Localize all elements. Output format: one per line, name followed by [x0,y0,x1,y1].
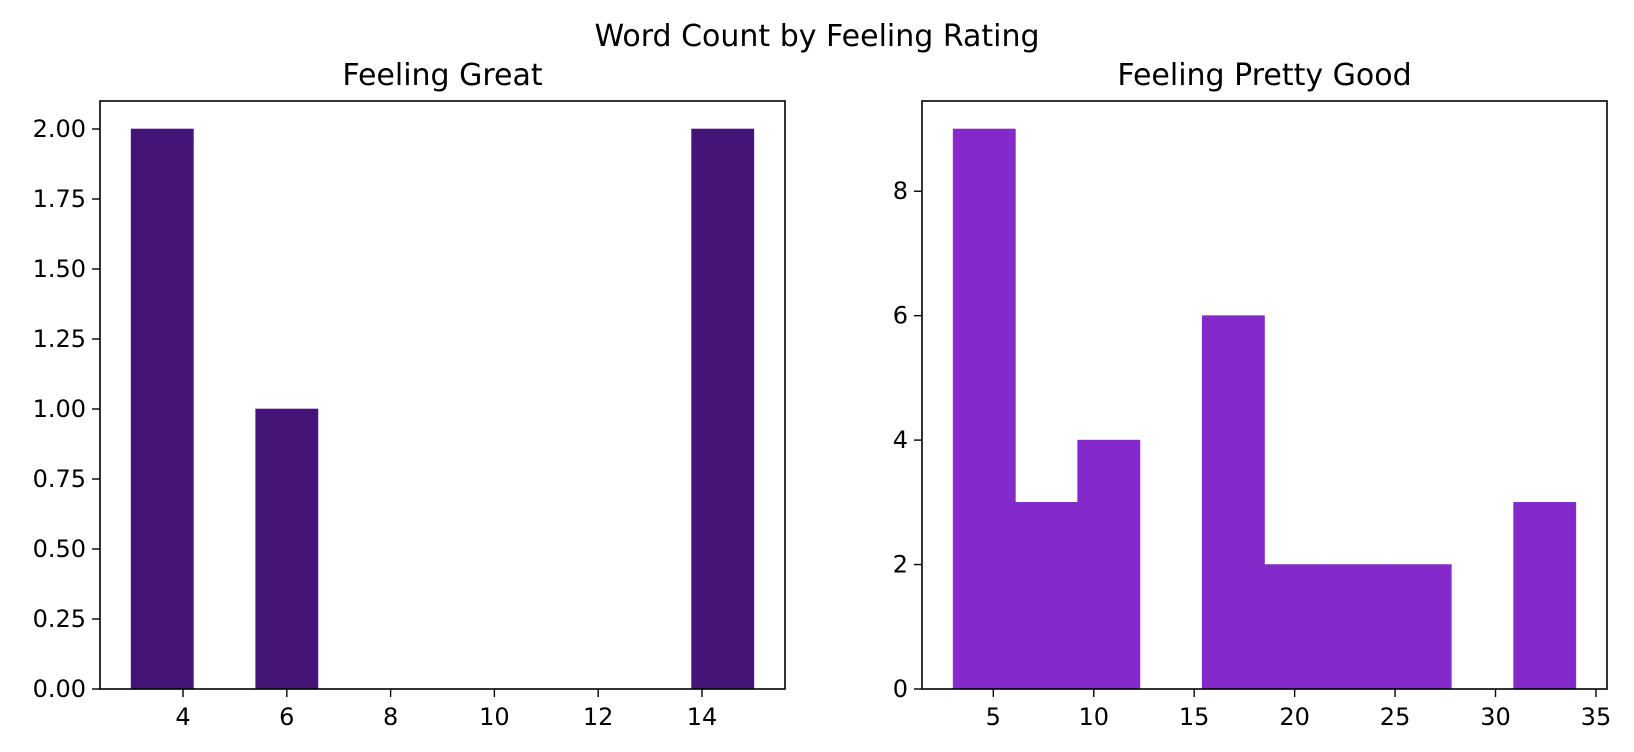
subplot-title: Feeling Pretty Good [1117,58,1411,93]
x-tick-label: 15 [1179,703,1210,731]
x-tick-label: 25 [1380,703,1411,731]
y-tick-label: 0 [893,675,908,703]
x-tick-label: 14 [687,703,718,731]
x-tick-label: 8 [383,703,398,731]
histogram-bar [1201,315,1265,690]
x-tick-label: 12 [583,703,614,731]
y-tick-label: 6 [893,302,908,330]
y-tick-label: 1.00 [33,395,86,423]
y-tick-label: 2 [893,551,908,579]
figure-suptitle: Word Count by Feeling Rating [594,19,1039,54]
histogram-bar [1326,564,1390,690]
panel-feeling-pretty-good: Feeling Pretty Good 5 10 15 20 25 30 35 0 2 4 6 8 [893,58,1612,731]
y-tick-label: 8 [893,177,908,205]
histogram-bar [255,408,319,690]
histogram-bar [1015,502,1078,690]
y-tick-label: 0.75 [33,465,86,493]
histogram-bar [1077,439,1141,690]
panel-feeling-great: Feeling Great 4 6 8 10 12 14 0.00 0.25 0.50 0.75 1.… [33,58,786,731]
x-tick-label: 4 [175,703,190,731]
histogram-bar [1513,502,1577,690]
x-tick-label: 10 [1078,703,1109,731]
x-tick-label: 30 [1480,703,1511,731]
subplot-title: Feeling Great [342,58,543,93]
axes-frame [99,100,786,690]
y-tick-label: 1.25 [33,325,86,353]
x-tick-label: 6 [279,703,294,731]
y-tick-label: 0.50 [33,535,86,563]
y-tick-label: 2.00 [33,115,86,143]
x-tick-label: 20 [1279,703,1310,731]
y-tick-label: 0.25 [33,605,86,633]
histogram-bar [130,128,194,690]
histogram-bar [1264,564,1328,690]
histogram-bar [952,128,1016,690]
y-tick-label: 1.75 [33,185,86,213]
histogram-bar [691,128,755,690]
histogram-bar [1388,564,1452,690]
x-tick-label: 10 [479,703,510,731]
y-tick-label: 0.00 [33,675,86,703]
y-tick-label: 1.50 [33,255,86,283]
y-tick-label: 4 [893,426,908,454]
axes-frame [921,100,1608,690]
x-tick-label: 5 [986,703,1001,731]
x-tick-label: 35 [1581,703,1612,731]
